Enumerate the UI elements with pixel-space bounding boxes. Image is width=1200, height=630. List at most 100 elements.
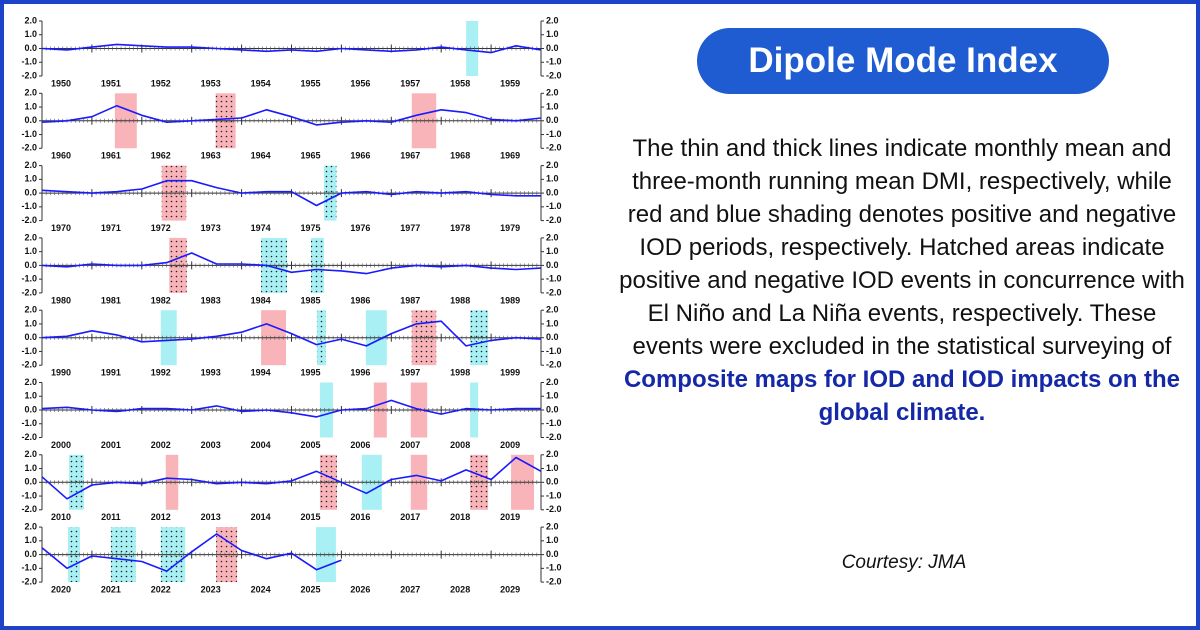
x-tick-label: 1979 [500, 223, 520, 233]
y-tick-label: -2.0 [546, 360, 562, 370]
y-tick-label: 1.0 [546, 535, 559, 545]
y-tick-label: 1.0 [24, 318, 37, 328]
y-tick-label: 2.0 [24, 449, 37, 459]
y-tick-label: 2.0 [24, 88, 37, 98]
x-tick-label: 1990 [51, 368, 71, 378]
x-tick-label: 2024 [251, 584, 271, 594]
y-tick-label: 1.0 [546, 391, 559, 401]
y-tick-label: -2.0 [21, 215, 37, 225]
y-tick-label: 1.0 [546, 101, 559, 111]
x-tick-label: 2028 [450, 584, 470, 594]
y-tick-label: -2.0 [21, 432, 37, 442]
x-tick-label: 1995 [300, 368, 320, 378]
y-tick-label: 1.0 [24, 246, 37, 256]
y-tick-label: 2.0 [24, 377, 37, 387]
y-tick-label: 0.0 [24, 477, 37, 487]
y-tick-label: 2.0 [546, 377, 559, 387]
x-tick-label: 1967 [400, 151, 420, 161]
credit: Courtesy: JMA [841, 552, 967, 573]
x-tick-label: 1954 [251, 78, 271, 88]
y-tick-label: 1.0 [546, 246, 559, 256]
x-tick-label: 1989 [500, 295, 520, 305]
y-tick-label: -1.0 [546, 274, 562, 284]
x-tick-label: 1993 [201, 368, 221, 378]
x-tick-label: 2022 [151, 584, 171, 594]
x-tick-label: 2001 [101, 440, 121, 450]
y-tick-label: 1.0 [546, 318, 559, 328]
y-tick-label: -1.0 [21, 129, 37, 139]
y-tick-label: -2.0 [21, 287, 37, 297]
dmi-line [41, 533, 342, 572]
x-tick-label: 1970 [51, 223, 71, 233]
x-tick-label: 2021 [101, 584, 121, 594]
description-text: The thin and thick lines indicate monthl… [619, 135, 1185, 360]
y-tick-label: 2.0 [24, 160, 37, 170]
y-tick-label: 1.0 [546, 463, 559, 473]
x-tick-label: 1991 [101, 368, 121, 378]
x-tick-label: 1950 [51, 78, 71, 88]
y-tick-label: -2.0 [546, 576, 562, 586]
x-tick-label: 1996 [350, 368, 370, 378]
y-tick-label: -1.0 [546, 563, 562, 573]
y-tick-label: 0.0 [24, 260, 37, 270]
y-tick-label: 1.0 [24, 463, 37, 473]
y-tick-label: -1.0 [546, 201, 562, 211]
y-tick-label: -1.0 [546, 129, 562, 139]
y-tick-label: -1.0 [21, 346, 37, 356]
y-tick-label: 0.0 [24, 404, 37, 414]
y-tick-label: 0.0 [546, 115, 559, 125]
title: Dipole Mode Index [697, 28, 1109, 94]
x-tick-label: 2026 [350, 584, 370, 594]
y-tick-label: 0.0 [546, 187, 559, 197]
y-tick-label: 0.0 [24, 332, 37, 342]
x-tick-label: 1973 [201, 223, 221, 233]
x-tick-label: 2016 [350, 512, 370, 522]
x-tick-label: 2002 [151, 440, 171, 450]
x-tick-label: 1988 [450, 295, 470, 305]
y-tick-label: -2.0 [546, 70, 562, 80]
y-tick-label: 0.0 [546, 43, 559, 53]
y-tick-label: 0.0 [546, 477, 559, 487]
x-tick-label: 2020 [51, 584, 71, 594]
x-tick-label: 1972 [151, 223, 171, 233]
y-tick-label: 2.0 [24, 232, 37, 242]
x-tick-label: 1951 [101, 78, 121, 88]
x-tick-label: 2000 [51, 440, 71, 450]
x-tick-label: 2029 [500, 584, 520, 594]
x-tick-label: 2027 [400, 584, 420, 594]
x-tick-label: 1968 [450, 151, 470, 161]
x-tick-label: 1976 [350, 223, 370, 233]
x-tick-label: 1978 [450, 223, 470, 233]
x-tick-label: 2012 [151, 512, 171, 522]
dmi-line [41, 179, 541, 207]
y-tick-label: -2.0 [21, 504, 37, 514]
y-tick-label: -2.0 [546, 215, 562, 225]
y-tick-label: 2.0 [546, 305, 559, 315]
x-tick-label: 1960 [51, 151, 71, 161]
y-tick-label: -1.0 [21, 563, 37, 573]
dmi-line [41, 43, 542, 54]
y-tick-label: -1.0 [546, 418, 562, 428]
x-tick-label: 1971 [101, 223, 121, 233]
chart: 2.0 2.0 1.0 1.0 0.0 0.0 -1.0 -1.0 -2.0 -2.0 1950 19… [21, 15, 562, 594]
x-tick-label: 1982 [151, 295, 171, 305]
y-tick-label: 2.0 [546, 160, 559, 170]
x-tick-label: 1965 [300, 151, 320, 161]
y-tick-label: -1.0 [546, 57, 562, 67]
y-tick-label: -1.0 [21, 418, 37, 428]
y-tick-label: 2.0 [24, 15, 37, 25]
x-tick-label: 1977 [400, 223, 420, 233]
x-tick-label: 1964 [251, 151, 271, 161]
x-tick-label: 2019 [500, 512, 520, 522]
x-tick-label: 2013 [201, 512, 221, 522]
x-tick-label: 1987 [400, 295, 420, 305]
x-tick-label: 1957 [400, 78, 420, 88]
link[interactable]: Composite maps for IOD and IOD impacts o… [623, 366, 1181, 426]
x-tick-label: 1981 [101, 295, 121, 305]
x-tick-label: 1962 [151, 151, 171, 161]
y-tick-label: -1.0 [21, 274, 37, 284]
y-tick-label: 0.0 [24, 115, 37, 125]
x-tick-label: 1963 [201, 151, 221, 161]
x-tick-label: 1969 [500, 151, 520, 161]
